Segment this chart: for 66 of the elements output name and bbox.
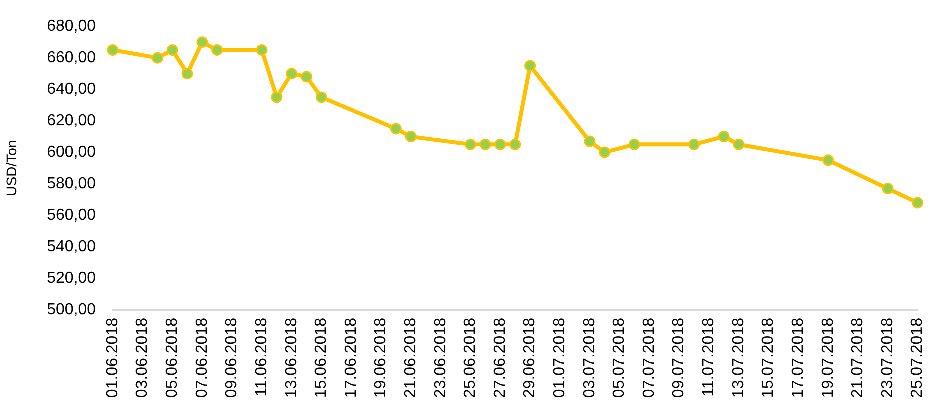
- point: [271, 92, 283, 104]
- x-tick-label: 09.07.2018: [670, 318, 688, 398]
- x-tick-label: 11.06.2018: [253, 318, 270, 397]
- point: [688, 138, 700, 150]
- x-tick-label: 21.06.2018: [402, 318, 420, 398]
- y-tick-label: 520,00: [47, 270, 96, 287]
- x-tick-label: 27.06.2018: [492, 318, 509, 398]
- x-tick-label: 05.06.2018: [164, 318, 182, 398]
- point: [152, 52, 164, 64]
- x-tick-label: 19.07.2018: [820, 318, 837, 398]
- x-tick-label: 17.07.2018: [790, 318, 807, 398]
- point: [822, 154, 834, 166]
- point: [599, 146, 611, 158]
- x-tick-label: 19.06.2018: [372, 318, 390, 398]
- point: [494, 138, 506, 150]
- point: [524, 60, 536, 72]
- y-tick-label: 680,00: [47, 18, 96, 36]
- x-tick-label: 25.07.2018: [909, 318, 926, 398]
- x-tick-label: 17.06.2018: [342, 318, 360, 398]
- x-tick-label: 13.07.2018: [730, 318, 748, 398]
- x-tick-label: 25.06.2018: [462, 318, 480, 398]
- point: [510, 138, 522, 150]
- x-tick-label: 07.07.2018: [640, 318, 658, 398]
- y-tick-label: 600,00: [47, 144, 96, 161]
- point: [464, 138, 476, 150]
- point: [316, 92, 328, 104]
- x-tick-label: 09.06.2018: [224, 318, 241, 398]
- x-tick-label: 23.06.2018: [432, 318, 450, 398]
- point: [301, 71, 312, 83]
- x-tick-label: 13.06.2018: [283, 318, 300, 398]
- y-tick-label: 500,00: [47, 301, 96, 318]
- point: [182, 68, 194, 80]
- y-tick-label: 640,00: [47, 80, 96, 98]
- x-tick-label: 15.07.2018: [760, 318, 778, 398]
- point: [286, 68, 298, 80]
- point: [107, 44, 119, 56]
- x-tick-label: 03.06.2018: [134, 318, 152, 398]
- point: [166, 44, 178, 56]
- x-tick-label: 03.07.2018: [581, 318, 598, 398]
- x-tick-label: 29.06.2018: [522, 318, 539, 398]
- point: [390, 123, 402, 135]
- x-tick-label: 11.07.2018: [700, 318, 718, 397]
- x-tick-label: 05.07.2018: [611, 318, 628, 398]
- x-tick-label: 01.07.2018: [552, 318, 569, 398]
- point: [882, 183, 894, 195]
- point: [256, 44, 268, 56]
- point: [196, 36, 208, 48]
- point: [405, 131, 417, 143]
- x-tick-label: 01.06.2018: [104, 318, 122, 398]
- y-tick-label: 660,00: [47, 49, 96, 66]
- point: [718, 131, 730, 143]
- y-tick-label: 540,00: [47, 238, 96, 256]
- x-tick-label: 23.07.2018: [879, 318, 896, 398]
- x-tick-label: 07.06.2018: [194, 318, 211, 398]
- point: [912, 197, 924, 209]
- point: [480, 138, 492, 150]
- y-tick-label: 620,00: [47, 112, 96, 130]
- point: [733, 138, 745, 150]
- x-tick-label: 21.07.2018: [850, 318, 867, 398]
- y-axis-title: USD/Ton: [3, 140, 20, 196]
- point: [212, 44, 224, 56]
- y-tick-label: 560,00: [47, 206, 96, 224]
- x-tick-label: 15.06.2018: [313, 318, 330, 398]
- y-tick-label: 580,00: [47, 175, 96, 192]
- point: [628, 138, 640, 150]
- point: [584, 136, 596, 148]
